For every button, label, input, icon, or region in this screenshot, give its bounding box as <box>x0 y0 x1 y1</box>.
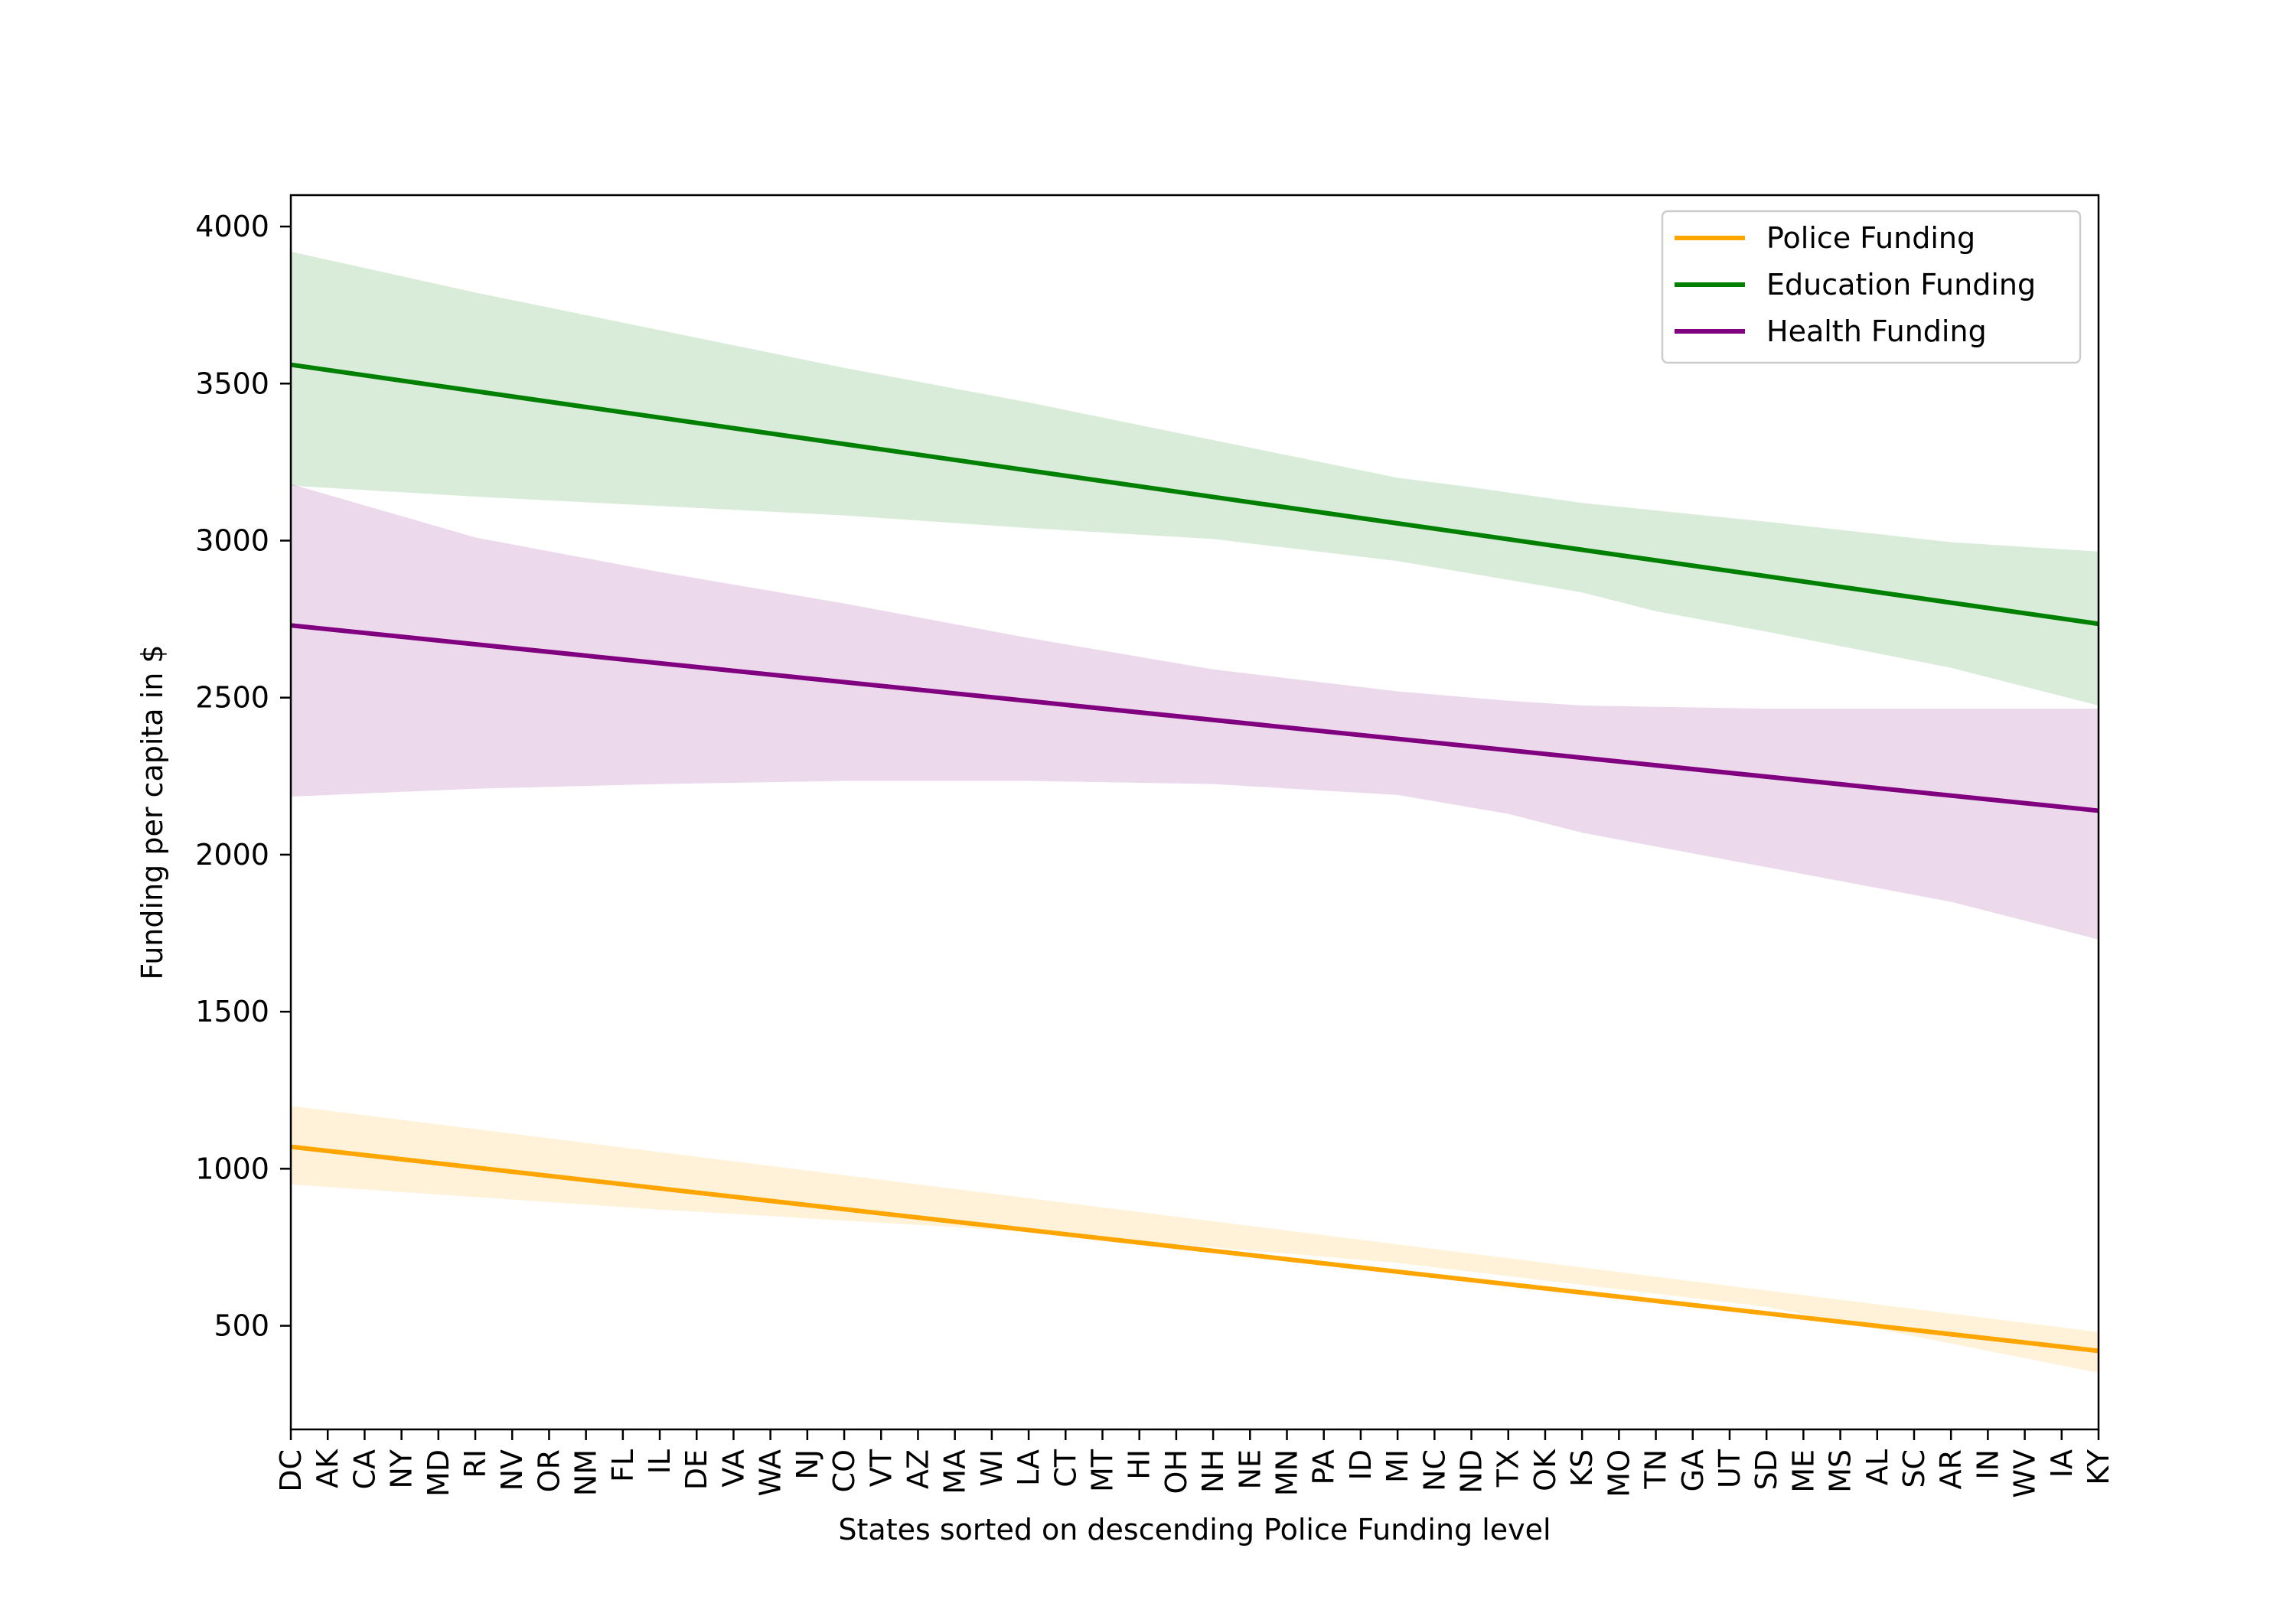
band-2 <box>291 484 2099 940</box>
confidence-bands <box>291 251 2099 1374</box>
x-axis-label: States sorted on descending Police Fundi… <box>838 1513 1551 1546</box>
x-tick-label-48: IA <box>2045 1449 2079 1478</box>
x-tick-label-0: DC <box>274 1449 308 1492</box>
y-tick-label-0: 500 <box>214 1309 269 1343</box>
x-tick-label-38: GA <box>1676 1449 1710 1491</box>
x-tick-label-9: FL <box>606 1449 640 1482</box>
legend-label-2: Health Funding <box>1766 315 1987 348</box>
series-line-0 <box>290 1144 2099 1354</box>
x-tick-label-26: NE <box>1233 1449 1267 1489</box>
series-line-2 <box>290 623 2099 813</box>
x-tick-label-44: SC <box>1897 1449 1931 1488</box>
x-tick-label-31: NC <box>1417 1449 1451 1491</box>
x-tick-label-1: AK <box>311 1449 344 1488</box>
series-lines <box>290 362 2099 1354</box>
y-tick-label-2: 1500 <box>195 995 269 1028</box>
y-tick-label-5: 3000 <box>195 523 269 557</box>
x-tick-label-39: UT <box>1713 1449 1746 1488</box>
x-tick-label-28: PA <box>1307 1449 1341 1485</box>
x-tick-label-43: AL <box>1861 1449 1894 1485</box>
x-tick-label-37: TN <box>1639 1449 1673 1490</box>
x-tick-label-33: TX <box>1492 1449 1525 1488</box>
x-tick-label-2: CA <box>347 1449 381 1490</box>
x-axis: DC AK CA NY MD RI NV OR NM FL IL DE VA WA NJ CO VT AZ MA WI… <box>274 1429 2115 1498</box>
x-tick-label-46: IN <box>1971 1449 2004 1480</box>
x-tick-label-47: WV <box>2008 1449 2042 1498</box>
x-tick-label-45: AR <box>1934 1449 1968 1489</box>
x-tick-label-32: ND <box>1455 1449 1489 1494</box>
x-tick-label-15: CO <box>827 1449 861 1492</box>
band-1 <box>291 251 2099 706</box>
legend: Police Funding Education Funding Health Fu… <box>1661 210 2082 364</box>
x-tick-label-13: WA <box>754 1449 788 1497</box>
x-tick-label-34: OK <box>1528 1449 1562 1491</box>
x-tick-label-12: VA <box>716 1449 750 1488</box>
legend-label-0: Police Funding <box>1766 221 1975 255</box>
x-tick-label-11: DE <box>680 1449 713 1490</box>
x-tick-label-18: MA <box>938 1449 972 1494</box>
x-tick-label-7: OR <box>532 1449 566 1492</box>
x-tick-label-30: MI <box>1381 1449 1414 1483</box>
x-tick-label-17: AZ <box>901 1449 934 1489</box>
y-tick-label-4: 2500 <box>195 681 269 715</box>
x-tick-label-16: VT <box>864 1449 898 1487</box>
x-tick-label-41: ME <box>1786 1449 1820 1493</box>
x-tick-label-14: NJ <box>791 1449 824 1480</box>
y-tick-label-6: 3500 <box>195 367 269 400</box>
y-tick-label-3: 2000 <box>195 838 269 872</box>
x-tick-label-40: SD <box>1750 1449 1783 1490</box>
x-tick-label-27: MN <box>1270 1449 1304 1496</box>
x-tick-label-4: MD <box>422 1449 455 1497</box>
y-axis-label: Funding per capita in $ <box>135 644 169 979</box>
legend-box <box>1661 210 2082 364</box>
x-tick-label-24: OH <box>1159 1449 1193 1494</box>
series-line-1 <box>290 362 2099 627</box>
x-tick-label-25: NH <box>1196 1449 1230 1493</box>
x-tick-label-42: MS <box>1824 1449 1857 1493</box>
y-tick-label-7: 4000 <box>195 210 269 243</box>
x-tick-label-21: CT <box>1049 1449 1082 1488</box>
legend-label-1: Education Funding <box>1766 268 2036 301</box>
y-tick-label-1: 1000 <box>195 1152 269 1185</box>
x-tick-label-10: IL <box>643 1449 677 1474</box>
x-tick-label-35: KS <box>1565 1449 1599 1487</box>
y-axis: 500 1000 1500 2000 2500 3000 3500 4000 <box>195 210 291 1343</box>
x-tick-label-6: NV <box>495 1449 529 1491</box>
x-tick-label-29: ID <box>1344 1449 1378 1480</box>
x-tick-label-20: LA <box>1012 1449 1045 1486</box>
x-tick-label-22: MT <box>1085 1449 1119 1492</box>
plot-frame <box>289 194 2100 1431</box>
x-tick-label-36: MO <box>1602 1449 1636 1498</box>
x-tick-label-8: NM <box>569 1449 603 1496</box>
x-tick-label-3: NY <box>385 1449 419 1488</box>
band-0 <box>291 1106 2099 1374</box>
x-tick-label-19: WI <box>975 1449 1009 1487</box>
x-tick-label-23: HI <box>1123 1449 1156 1480</box>
x-tick-label-5: RI <box>458 1449 492 1478</box>
x-tick-label-49: KY <box>2082 1449 2115 1485</box>
